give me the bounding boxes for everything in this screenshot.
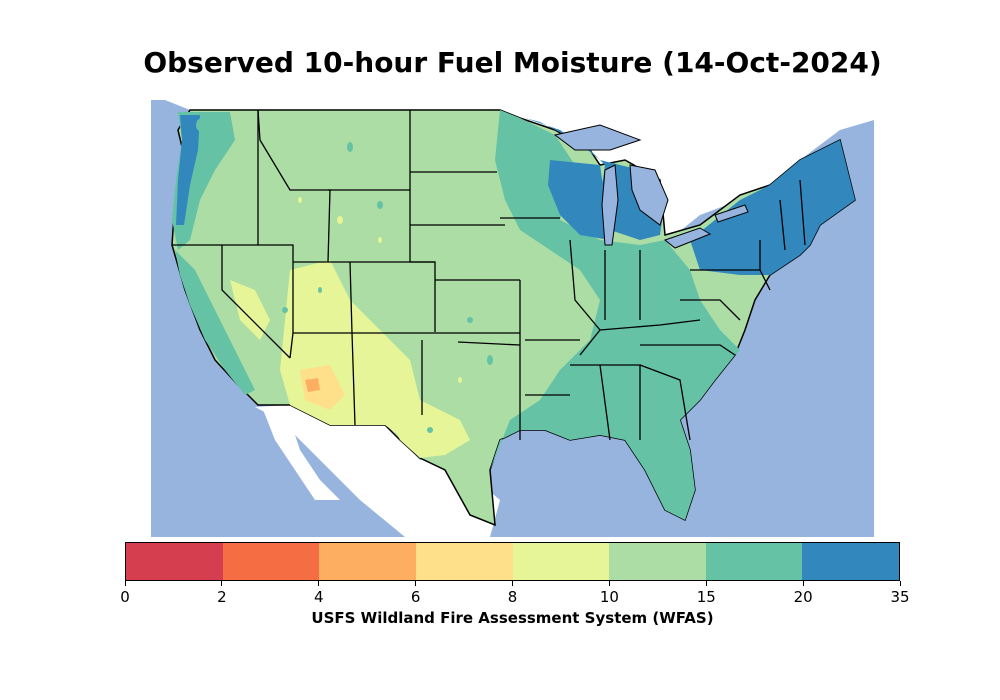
colorbar-segment — [802, 543, 899, 580]
colorbar-segment — [415, 543, 513, 580]
colorbar-tick-mark — [318, 581, 320, 586]
northeast-wet — [690, 140, 855, 275]
canada-area — [151, 85, 874, 235]
baja-area — [262, 407, 340, 500]
fuel-moisture-map — [151, 85, 874, 537]
lake-huron — [629, 164, 669, 226]
colorbar-segment — [705, 543, 803, 580]
colorbar-tick-label: 4 — [313, 588, 324, 606]
colorbar-tick-label: 10 — [599, 588, 619, 606]
lake-michigan — [601, 164, 619, 246]
colorbar-tick-label: 2 — [217, 588, 227, 606]
wisconsin-wet — [548, 160, 610, 240]
lake-ontario — [714, 204, 749, 223]
nw-coast-wet — [176, 115, 200, 225]
great-lakes-wet — [525, 118, 665, 240]
colorbar-segment — [609, 543, 706, 580]
colorbar-title: USFS Wildland Fire Assessment System (WF… — [311, 609, 714, 627]
midwest-moist — [490, 110, 740, 520]
colorbar-tick-mark — [608, 581, 610, 586]
map-title: Observed 10-hour Fuel Moisture (14-Oct-2… — [143, 46, 882, 79]
lake-superior — [553, 124, 642, 151]
colorbar-tick-label: 20 — [793, 588, 813, 606]
colorbar — [125, 542, 900, 581]
ca-coast-moist — [175, 250, 255, 395]
colorbar-segment — [319, 543, 416, 580]
nevada-dry — [230, 280, 270, 340]
colorbar-segment — [222, 543, 320, 580]
colorbar-tick-mark — [221, 581, 223, 586]
moisture-speckles — [196, 119, 493, 433]
colorbar-tick-label: 0 — [120, 588, 130, 606]
colorbar-tick-mark — [705, 581, 707, 586]
colorbar-tick-label: 15 — [696, 588, 716, 606]
colorbar-tick-mark — [802, 581, 804, 586]
arizona-dry-spot — [300, 365, 345, 410]
arizona-drier-spot — [305, 378, 320, 392]
state-boundaries — [172, 109, 806, 441]
colorbar-tick-mark — [415, 581, 417, 586]
colorbar-tick-label: 35 — [890, 588, 910, 606]
mexico-area — [255, 405, 500, 537]
colorbar-segment — [126, 543, 223, 580]
lake-erie — [663, 227, 712, 249]
colorbar-tick-mark — [899, 581, 901, 586]
dry-speckles — [298, 197, 462, 383]
colorbar-segment — [512, 543, 610, 580]
colorbar-tick-label: 8 — [507, 588, 518, 606]
colorbar-tick-label: 6 — [410, 588, 421, 606]
colorbar-tick-mark — [512, 581, 513, 586]
colorbar-tick-mark — [124, 581, 126, 586]
